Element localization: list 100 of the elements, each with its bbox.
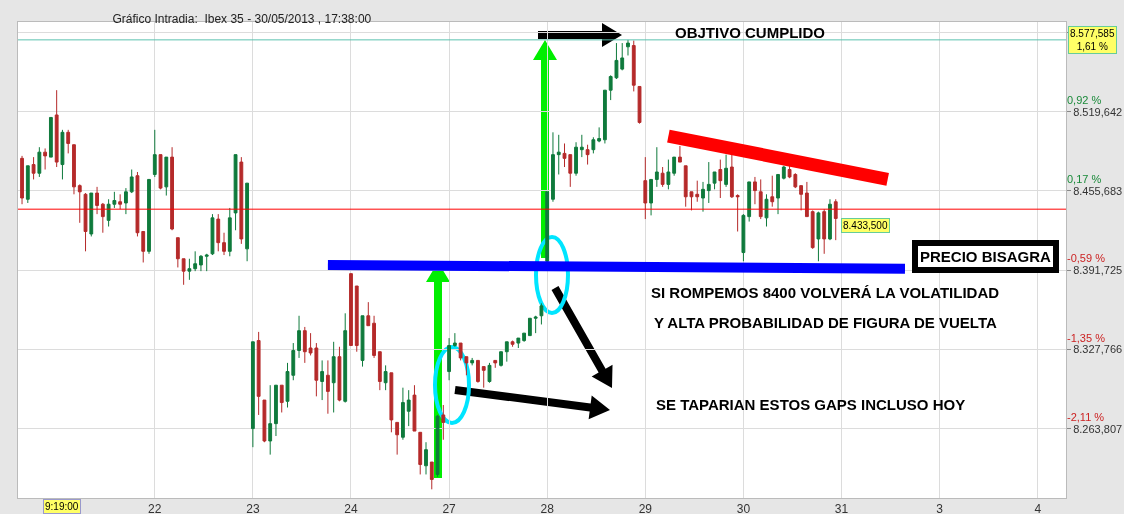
candlestick bbox=[672, 156, 677, 177]
candlestick bbox=[199, 254, 203, 272]
candlestick bbox=[539, 302, 544, 325]
candlestick bbox=[764, 193, 769, 228]
candlestick bbox=[447, 337, 451, 381]
candlestick bbox=[643, 156, 648, 220]
candlestick bbox=[147, 178, 151, 255]
candlestick bbox=[66, 129, 71, 154]
candlestick bbox=[187, 258, 192, 281]
annotation: 8.433,500 bbox=[843, 220, 888, 231]
candlestick bbox=[499, 351, 503, 368]
candlestick bbox=[54, 89, 59, 168]
candlestick bbox=[597, 126, 602, 142]
candlestick bbox=[210, 213, 215, 256]
candlestick bbox=[776, 173, 780, 215]
candlestick bbox=[377, 351, 382, 391]
candlestick bbox=[516, 337, 521, 349]
candlestick bbox=[239, 156, 244, 245]
candlestick bbox=[204, 253, 209, 272]
candlestick bbox=[828, 198, 832, 241]
candlestick bbox=[274, 384, 278, 437]
candlestick bbox=[654, 146, 659, 188]
candlestick bbox=[504, 341, 509, 363]
candlestick bbox=[366, 301, 371, 327]
candlestick bbox=[758, 178, 763, 220]
candlestick bbox=[666, 159, 671, 190]
y-tick-label: 8.263,807 bbox=[1073, 422, 1123, 435]
candlestick bbox=[320, 359, 325, 401]
candlestick bbox=[822, 208, 827, 255]
y-tick-label: 8.391,725 bbox=[1073, 264, 1123, 277]
candlestick bbox=[297, 315, 301, 359]
candlestick bbox=[551, 131, 555, 203]
candlestick bbox=[152, 129, 157, 178]
annotation: Y ALTA PROBABILIDAD DE FIGURA DE VUELTA bbox=[654, 314, 997, 331]
candlestick bbox=[487, 362, 492, 384]
y2-tick-label: 0,17 % bbox=[1067, 172, 1102, 185]
candlestick bbox=[216, 213, 221, 252]
ref-line-label: 8.577,585 1,61 % bbox=[1070, 28, 1115, 52]
candlestick bbox=[412, 384, 417, 432]
candlestick bbox=[781, 165, 786, 180]
candlestick bbox=[279, 384, 284, 413]
candlestick bbox=[129, 169, 134, 194]
candlestick bbox=[337, 346, 342, 402]
candlestick bbox=[626, 39, 630, 56]
candlestick bbox=[245, 182, 250, 262]
annotation: SI ROMPEMOS 8400 VOLVERÁ LA VOLATILIDAD bbox=[651, 284, 1000, 301]
candlestick bbox=[533, 315, 538, 334]
candlestick bbox=[389, 372, 394, 433]
candlestick bbox=[181, 258, 186, 286]
candlestick bbox=[574, 141, 578, 177]
candlestick bbox=[481, 366, 486, 389]
candlestick bbox=[25, 165, 30, 204]
candlestick bbox=[60, 129, 65, 180]
candlestick bbox=[724, 154, 729, 188]
candlestick bbox=[729, 154, 734, 199]
x-tick-label: 29 bbox=[638, 502, 653, 514]
x-tick-label: 22 bbox=[148, 502, 162, 514]
candlestick bbox=[470, 357, 475, 366]
candlestick bbox=[349, 273, 353, 347]
candlestick bbox=[706, 161, 711, 204]
y2-tick-label: -2,11 % bbox=[1067, 411, 1105, 424]
candlestick bbox=[175, 237, 180, 268]
candlestick bbox=[233, 154, 238, 231]
y2-tick-label: -0,59 % bbox=[1067, 252, 1106, 265]
x-tick-label: 27 bbox=[442, 502, 457, 514]
candlestick bbox=[37, 146, 42, 178]
candlestick bbox=[799, 185, 804, 211]
y2-tick-label: -1,35 % bbox=[1067, 331, 1106, 344]
candlestick bbox=[591, 136, 596, 154]
candlestick bbox=[302, 326, 307, 364]
candlestick bbox=[325, 359, 330, 415]
candlestick bbox=[452, 332, 457, 347]
candlestick bbox=[441, 404, 446, 441]
candlestick bbox=[124, 187, 128, 215]
candlestick bbox=[170, 146, 174, 231]
candlestick bbox=[435, 414, 440, 478]
x-tick-label: 30 bbox=[736, 502, 751, 514]
candlestick bbox=[833, 198, 838, 241]
candlestick bbox=[256, 331, 261, 416]
candlestick bbox=[527, 317, 532, 337]
candlestick bbox=[77, 183, 82, 224]
candlestick bbox=[31, 156, 36, 180]
candlestick bbox=[158, 154, 163, 190]
candlestick bbox=[343, 312, 348, 404]
candlestick bbox=[510, 341, 515, 348]
candlestick bbox=[227, 207, 232, 257]
candlestick bbox=[556, 134, 561, 175]
candlestick bbox=[118, 193, 123, 210]
x-tick-label: 23 bbox=[246, 502, 260, 514]
candlestick bbox=[678, 145, 682, 163]
candlestick bbox=[816, 211, 821, 262]
candlestick bbox=[48, 116, 53, 158]
candlestick bbox=[585, 144, 590, 166]
candlestick bbox=[262, 399, 267, 443]
candlestick bbox=[631, 40, 636, 92]
candlestick bbox=[545, 191, 550, 263]
candlestick bbox=[354, 285, 359, 353]
candlestick bbox=[753, 176, 757, 205]
candlestick bbox=[164, 156, 169, 197]
candlestick bbox=[718, 159, 723, 199]
